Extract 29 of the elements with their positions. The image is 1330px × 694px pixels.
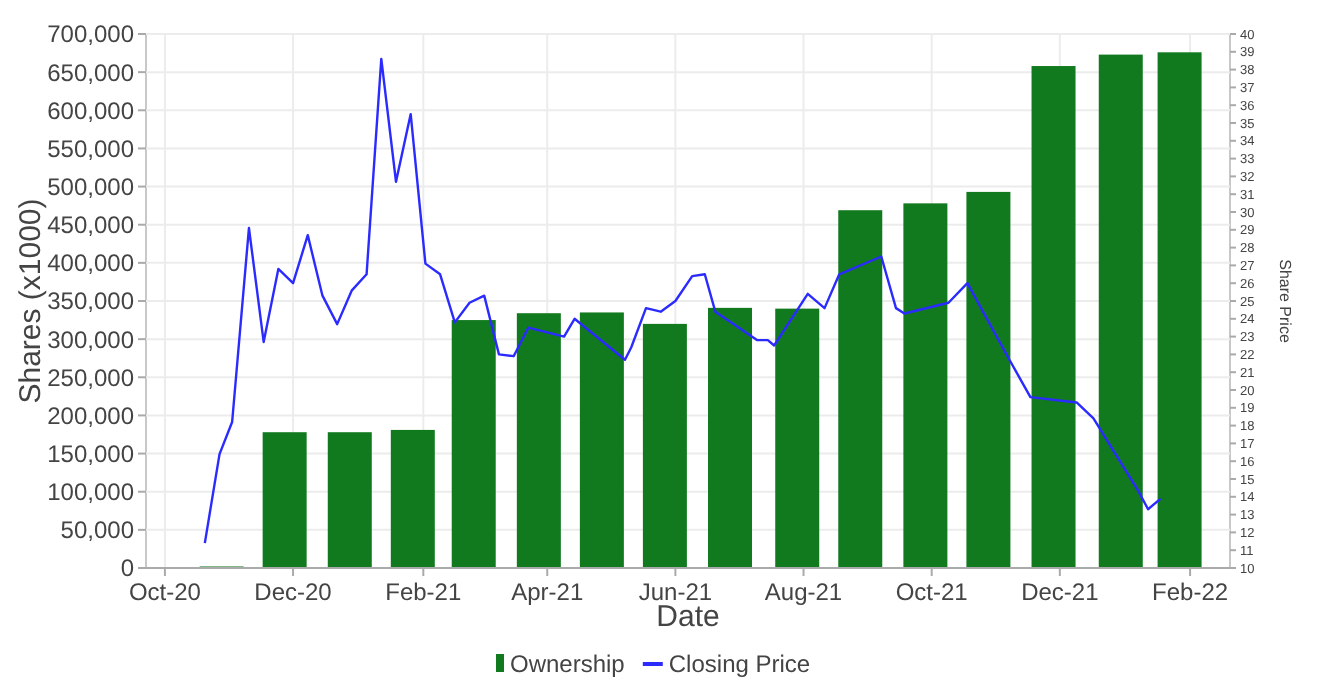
x-tick-label: Oct-21 bbox=[895, 578, 969, 606]
y-tick-label: 700,000 bbox=[47, 20, 135, 49]
legend-label: Ownership bbox=[510, 650, 626, 678]
y-tick-label: 350,000 bbox=[47, 287, 135, 316]
y2-axis-title: Share Price bbox=[1276, 259, 1294, 344]
y-tick-label: 650,000 bbox=[47, 58, 135, 87]
y-tick-label: 200,000 bbox=[47, 401, 135, 430]
x-tick-label: Dec-21 bbox=[1021, 578, 1100, 606]
x-tick-label: Aug-21 bbox=[764, 578, 843, 606]
x-tick-label: Feb-21 bbox=[385, 578, 462, 606]
y-tick-label: 250,000 bbox=[47, 363, 135, 392]
x-tick-label: Oct-20 bbox=[128, 578, 202, 606]
y-tick-label: 100,000 bbox=[47, 478, 135, 507]
x-tick-label: Dec-20 bbox=[254, 578, 333, 606]
y-tick-label: 550,000 bbox=[47, 134, 135, 163]
y-axis-title: Shares (x1000) bbox=[14, 198, 48, 404]
y-tick-label: 500,000 bbox=[47, 172, 135, 201]
y-tick-label: 400,000 bbox=[47, 249, 135, 278]
y-tick-label: 150,000 bbox=[47, 439, 135, 468]
x-axis-title: Date bbox=[656, 600, 720, 634]
x-tick-label: Apr-21 bbox=[511, 578, 584, 606]
x-tick-label: Feb-22 bbox=[1152, 578, 1229, 606]
x-tick-label: Jun-21 bbox=[638, 578, 713, 606]
y-tick-label: 600,000 bbox=[47, 96, 135, 125]
legend-label: Closing Price bbox=[668, 650, 811, 678]
y-tick-label: 50,000 bbox=[60, 516, 135, 545]
y-tick-label: 300,000 bbox=[47, 325, 135, 354]
y-tick-label: 450,000 bbox=[47, 211, 135, 240]
y-tick-label: 0 bbox=[120, 554, 135, 583]
